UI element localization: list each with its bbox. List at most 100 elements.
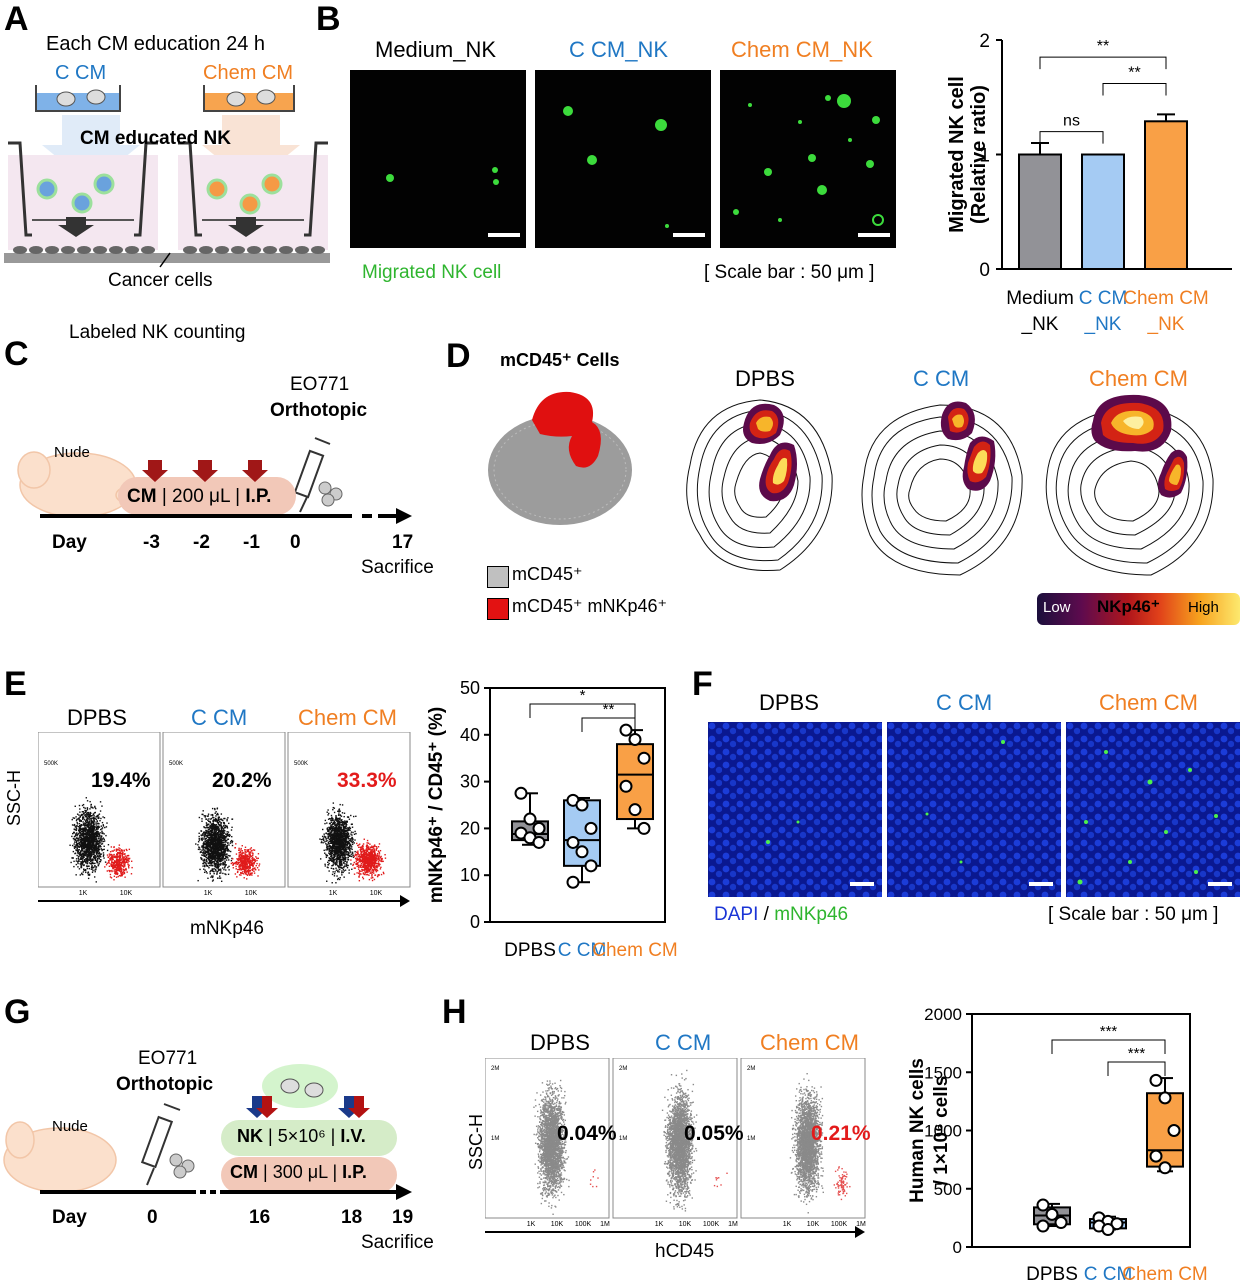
event [202, 859, 204, 862]
event [219, 830, 221, 833]
event [334, 826, 336, 829]
event [85, 835, 88, 837]
event [224, 857, 227, 860]
event-positive [240, 855, 242, 857]
event [89, 858, 92, 860]
event [97, 832, 99, 834]
event-positive [243, 866, 246, 869]
event [101, 839, 103, 842]
event [342, 829, 344, 832]
event [220, 880, 223, 883]
event [223, 858, 225, 860]
event [92, 866, 94, 868]
x-tick-label-1-b: _NK [1084, 314, 1122, 335]
event [214, 828, 216, 831]
event-positive [124, 855, 127, 857]
event [322, 838, 324, 841]
event-positive [111, 850, 113, 852]
event [337, 823, 340, 826]
significance-label: ** [1128, 65, 1140, 82]
event [92, 851, 94, 854]
event-positive [249, 874, 251, 876]
event [105, 834, 107, 837]
event [337, 832, 340, 835]
event [215, 811, 217, 813]
event [327, 833, 330, 835]
event [336, 852, 338, 854]
mouse-icon [17, 451, 141, 518]
event-positive [247, 867, 249, 869]
event [80, 864, 82, 866]
event [208, 862, 210, 865]
event [328, 852, 330, 854]
event [84, 823, 87, 825]
event [206, 847, 208, 849]
event [88, 814, 90, 816]
event [220, 813, 223, 815]
event [75, 819, 78, 822]
panel-b-scale-label: [ Scale bar : 50 μm ] [704, 262, 875, 283]
event [215, 844, 217, 846]
event-positive [116, 858, 119, 861]
event-positive [237, 869, 239, 871]
event [348, 818, 351, 820]
event [331, 838, 333, 840]
event [339, 859, 342, 862]
event-positive [117, 852, 119, 854]
event-positive [124, 858, 127, 860]
event [228, 859, 230, 861]
panel-label-b: B [316, 0, 341, 38]
event [229, 842, 231, 844]
event [88, 830, 91, 832]
event [101, 830, 103, 833]
event [86, 818, 88, 820]
event [84, 843, 87, 845]
event [217, 828, 220, 830]
event [203, 852, 206, 854]
event [71, 818, 73, 821]
event [342, 852, 345, 854]
event-positive [108, 862, 110, 864]
event-positive [116, 872, 118, 874]
colorbar-mid: NKp46⁺ [1097, 597, 1160, 616]
event [342, 824, 345, 826]
event [349, 840, 352, 842]
event-positive [238, 868, 240, 871]
event [224, 851, 226, 853]
event [92, 835, 95, 837]
event [226, 844, 229, 847]
event [221, 833, 223, 836]
event-positive [118, 859, 120, 861]
event [80, 862, 83, 865]
event [98, 863, 100, 865]
event [340, 849, 342, 851]
event [346, 846, 349, 848]
event [330, 825, 332, 827]
event [343, 840, 346, 843]
event-positive [246, 862, 248, 864]
event [326, 866, 329, 868]
event [337, 825, 340, 828]
event [213, 845, 216, 848]
event [217, 855, 219, 857]
event [209, 844, 212, 846]
event [205, 858, 207, 861]
x-tick-label-0: Medium [1006, 288, 1074, 309]
event [347, 843, 349, 845]
event [85, 816, 88, 818]
event [332, 856, 335, 859]
event [348, 839, 350, 842]
event [336, 843, 339, 845]
event [336, 850, 339, 852]
event [96, 840, 98, 843]
event [337, 819, 340, 821]
event [213, 872, 215, 875]
event [221, 836, 223, 839]
event [86, 843, 88, 845]
event [334, 839, 336, 842]
event-positive [113, 846, 115, 848]
event [337, 814, 340, 816]
panel-a-counting: Labeled NK counting [69, 322, 246, 343]
panel-c-day-1: -3 [143, 532, 160, 553]
event [90, 842, 92, 844]
